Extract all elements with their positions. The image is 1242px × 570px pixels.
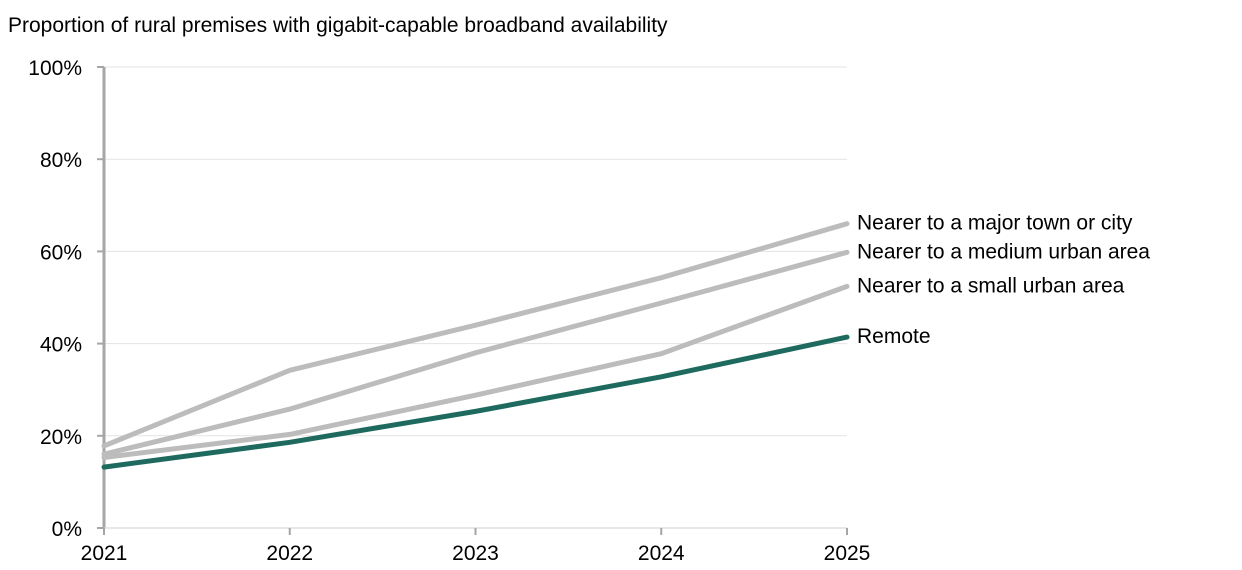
y-tick-label: 0% bbox=[52, 518, 82, 541]
x-tick-label: 2024 bbox=[638, 542, 685, 565]
series-label-remote: Remote bbox=[857, 325, 931, 348]
series-labels: Nearer to a major town or city Nearer to … bbox=[857, 212, 1150, 348]
gridlines bbox=[104, 66, 847, 437]
series-lines bbox=[101, 221, 850, 470]
series-line-remote bbox=[101, 334, 850, 470]
y-tick-label: 60% bbox=[40, 241, 82, 264]
chart-title: Proportion of rural premises with gigabi… bbox=[8, 14, 668, 37]
x-tick-label: 2023 bbox=[452, 542, 499, 565]
y-tick-label: 80% bbox=[40, 149, 82, 172]
series-line-nearer-to-a-major-town-or-city bbox=[101, 221, 850, 449]
y-tick-label: 40% bbox=[40, 334, 82, 357]
y-tick-label: 20% bbox=[40, 426, 82, 449]
x-tick-label: 2025 bbox=[824, 542, 871, 565]
y-tick-label: 100% bbox=[28, 57, 82, 80]
x-tick-label: 2022 bbox=[266, 542, 313, 565]
series-label-nearer-to-a-major-town-or-city: Nearer to a major town or city bbox=[857, 212, 1133, 235]
series-line-nearer-to-a-medium-urban-area bbox=[101, 249, 850, 457]
x-tick-label: 2021 bbox=[81, 542, 128, 565]
axes: 0% 20% 40% 60% 80% 100% 2021 2022 2023 2024 2025 bbox=[28, 57, 870, 565]
series-line-nearer-to-a-small-urban-area bbox=[101, 283, 850, 460]
series-label-nearer-to-a-medium-urban-area: Nearer to a medium urban area bbox=[857, 240, 1150, 263]
series-label-nearer-to-a-small-urban-area: Nearer to a small urban area bbox=[857, 274, 1125, 297]
